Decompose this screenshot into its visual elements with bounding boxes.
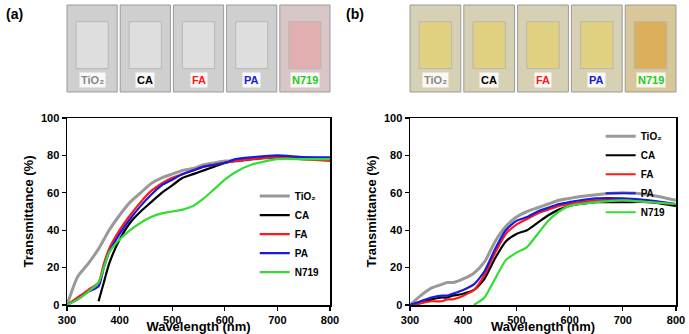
svg-text:(a): (a) xyxy=(6,6,23,22)
svg-text:N719: N719 xyxy=(641,207,665,218)
svg-text:600: 600 xyxy=(560,314,578,326)
svg-text:60: 60 xyxy=(47,187,59,199)
svg-text:PA: PA xyxy=(589,74,604,86)
svg-text:N719: N719 xyxy=(638,74,664,86)
svg-text:600: 600 xyxy=(216,314,234,326)
svg-text:TiO₂: TiO₂ xyxy=(424,74,447,86)
svg-text:700: 700 xyxy=(268,314,286,326)
svg-text:80: 80 xyxy=(47,149,59,161)
svg-text:300: 300 xyxy=(401,314,419,326)
svg-text:100: 100 xyxy=(384,112,402,124)
svg-text:Wavelength (nm): Wavelength (nm) xyxy=(146,319,250,334)
svg-text:20: 20 xyxy=(47,261,59,273)
svg-text:(b): (b) xyxy=(346,6,364,22)
svg-text:N719: N719 xyxy=(295,267,319,278)
svg-text:700: 700 xyxy=(614,314,632,326)
svg-text:0: 0 xyxy=(396,299,402,311)
svg-text:FA: FA xyxy=(192,74,206,86)
svg-text:400: 400 xyxy=(454,314,472,326)
svg-text:400: 400 xyxy=(110,314,128,326)
svg-text:TiO₂: TiO₂ xyxy=(81,74,104,86)
svg-text:40: 40 xyxy=(47,224,59,236)
svg-text:800: 800 xyxy=(667,314,685,326)
svg-text:Transmittance (%): Transmittance (%) xyxy=(364,156,379,268)
svg-text:20: 20 xyxy=(390,261,402,273)
svg-text:TiO₂: TiO₂ xyxy=(641,131,662,142)
svg-text:80: 80 xyxy=(390,149,402,161)
svg-text:800: 800 xyxy=(321,314,339,326)
svg-text:PA: PA xyxy=(641,188,654,199)
svg-text:40: 40 xyxy=(390,224,402,236)
svg-text:300: 300 xyxy=(58,314,76,326)
svg-text:500: 500 xyxy=(163,314,181,326)
svg-text:N719: N719 xyxy=(292,74,318,86)
svg-text:TiO₂: TiO₂ xyxy=(295,191,316,202)
svg-text:Wavelength (nm): Wavelength (nm) xyxy=(491,319,595,334)
svg-text:500: 500 xyxy=(507,314,525,326)
svg-text:FA: FA xyxy=(295,229,308,240)
svg-text:PA: PA xyxy=(244,74,259,86)
svg-text:0: 0 xyxy=(53,299,59,311)
svg-text:Transmittance (%): Transmittance (%) xyxy=(21,156,36,268)
svg-text:CA: CA xyxy=(481,74,497,86)
svg-text:FA: FA xyxy=(536,74,550,86)
svg-text:60: 60 xyxy=(390,187,402,199)
svg-text:100: 100 xyxy=(41,112,59,124)
svg-text:CA: CA xyxy=(137,74,153,86)
svg-text:FA: FA xyxy=(641,169,654,180)
svg-text:CA: CA xyxy=(641,150,655,161)
svg-text:PA: PA xyxy=(295,248,308,259)
svg-text:CA: CA xyxy=(295,210,309,221)
